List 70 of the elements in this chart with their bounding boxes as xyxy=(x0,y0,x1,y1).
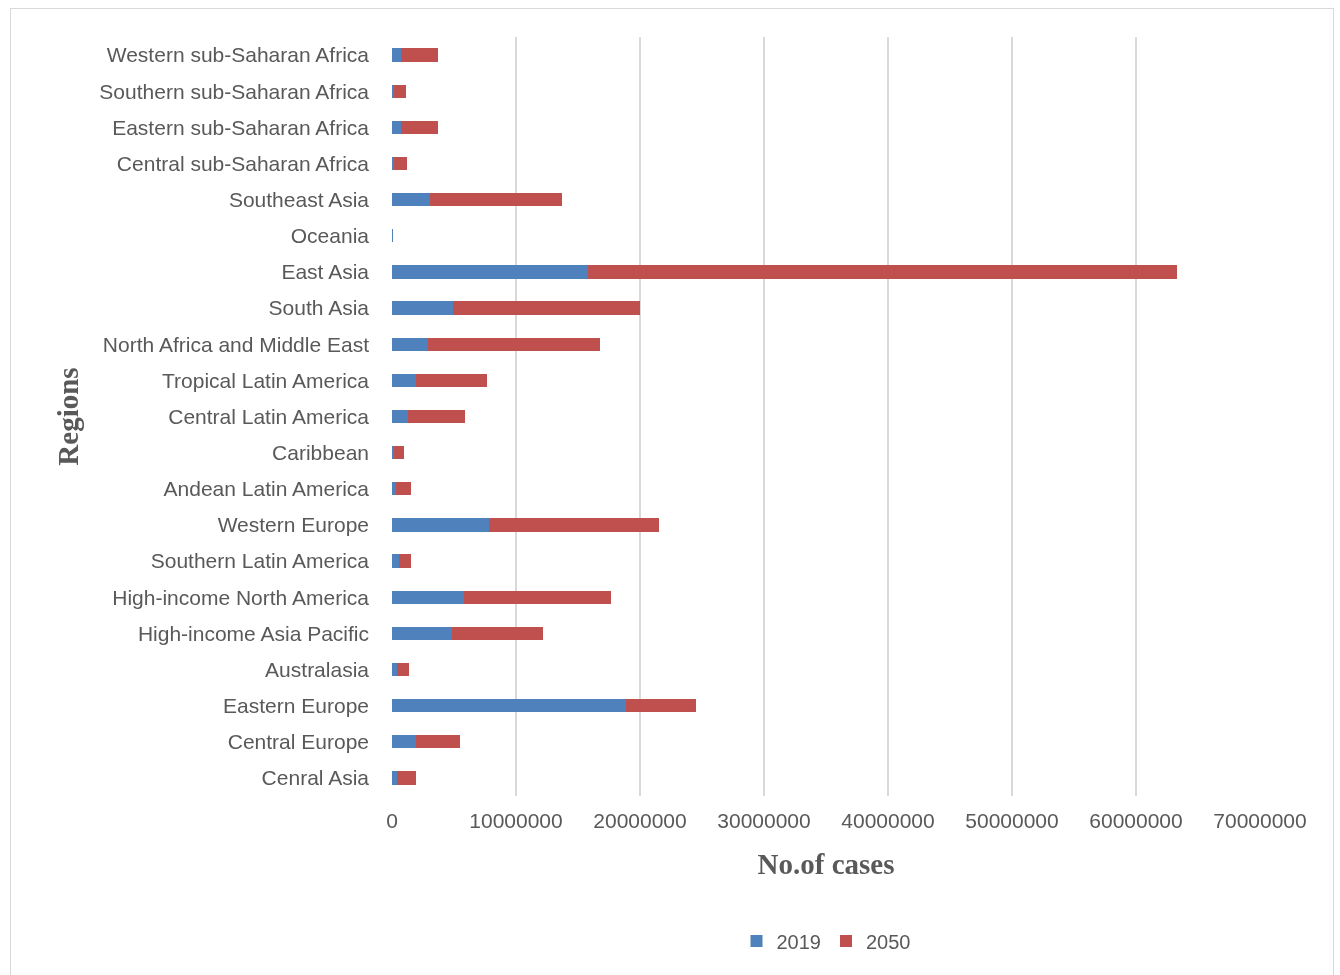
bar xyxy=(488,518,659,532)
x-tick-label: 40000000 xyxy=(841,809,935,832)
y-tick-label: Andean Latin America xyxy=(163,477,370,501)
x-axis-title: No.of cases xyxy=(757,847,895,880)
bar xyxy=(392,554,400,568)
bar xyxy=(463,590,612,604)
y-tick-label: Eastern Europe xyxy=(223,693,369,717)
legend-label: 2050 xyxy=(866,930,911,953)
y-axis-title: Regions xyxy=(51,367,84,466)
y-tick-label: East Asia xyxy=(281,260,370,284)
bar xyxy=(392,48,401,62)
y-tick-label: High-income Asia Pacific xyxy=(137,621,369,645)
y-tick-label: Central Latin America xyxy=(168,404,370,428)
bar xyxy=(394,445,405,460)
x-tick-label: 50000000 xyxy=(965,809,1059,832)
bar xyxy=(392,373,416,388)
y-tick-label: Southern sub-Saharan Africa xyxy=(99,79,370,103)
bar xyxy=(392,301,453,315)
bar xyxy=(392,120,401,135)
bar xyxy=(392,518,489,532)
y-tick-label: Australasia xyxy=(265,657,370,681)
y-tick-label: Cenral Asia xyxy=(261,766,370,790)
y-tick-label: Tropical Latin America xyxy=(162,368,370,392)
y-tick-label: Western Europe xyxy=(217,513,369,537)
y-tick-label: Western sub-Saharan Africa xyxy=(106,43,370,67)
bar xyxy=(452,301,640,315)
y-tick-label: Central sub-Saharan Africa xyxy=(116,151,370,175)
bar xyxy=(587,265,1177,279)
bar xyxy=(392,590,464,604)
bar xyxy=(430,192,562,207)
bar xyxy=(415,735,461,749)
bar xyxy=(392,265,588,279)
y-tick-label: North Africa and Middle East xyxy=(102,332,370,356)
y-tick-label: Southern Latin America xyxy=(150,549,370,573)
x-tick-label: 20000000 xyxy=(593,809,687,832)
bar xyxy=(394,156,407,171)
bar xyxy=(392,735,416,749)
bar xyxy=(399,554,411,568)
y-tick-label: Caribbean xyxy=(272,440,369,464)
bar xyxy=(392,698,627,713)
bar xyxy=(396,662,410,677)
bar xyxy=(451,626,544,641)
x-tick-label: 60000000 xyxy=(1089,809,1183,832)
y-tick-label: Eastern sub-Saharan Africa xyxy=(112,115,370,139)
bar xyxy=(392,192,431,207)
bar xyxy=(427,337,601,351)
bar xyxy=(392,662,397,677)
bar xyxy=(394,84,406,98)
x-tick-label: 30000000 xyxy=(717,809,811,832)
x-tick-label: 10000000 xyxy=(469,809,563,832)
bar xyxy=(396,771,416,785)
legend-label: 2019 xyxy=(776,930,821,953)
y-tick-label: High-income North America xyxy=(112,585,370,609)
bar xyxy=(392,337,428,351)
bar xyxy=(400,120,438,135)
bar xyxy=(392,771,397,785)
bar xyxy=(395,482,411,496)
y-tick-label: Southeast Asia xyxy=(228,187,370,211)
bar xyxy=(392,409,409,424)
bar xyxy=(408,409,466,424)
y-tick-label: Central Europe xyxy=(227,730,369,754)
bar xyxy=(415,373,488,388)
x-tick-label: 0 xyxy=(386,809,398,832)
bar xyxy=(392,482,396,496)
x-tick-label: 70000000 xyxy=(1213,809,1307,832)
y-tick-label: Oceania xyxy=(290,224,370,248)
bar xyxy=(392,626,452,641)
bar xyxy=(400,48,438,62)
y-tick-label: South Asia xyxy=(268,296,370,320)
bar xyxy=(626,698,696,713)
